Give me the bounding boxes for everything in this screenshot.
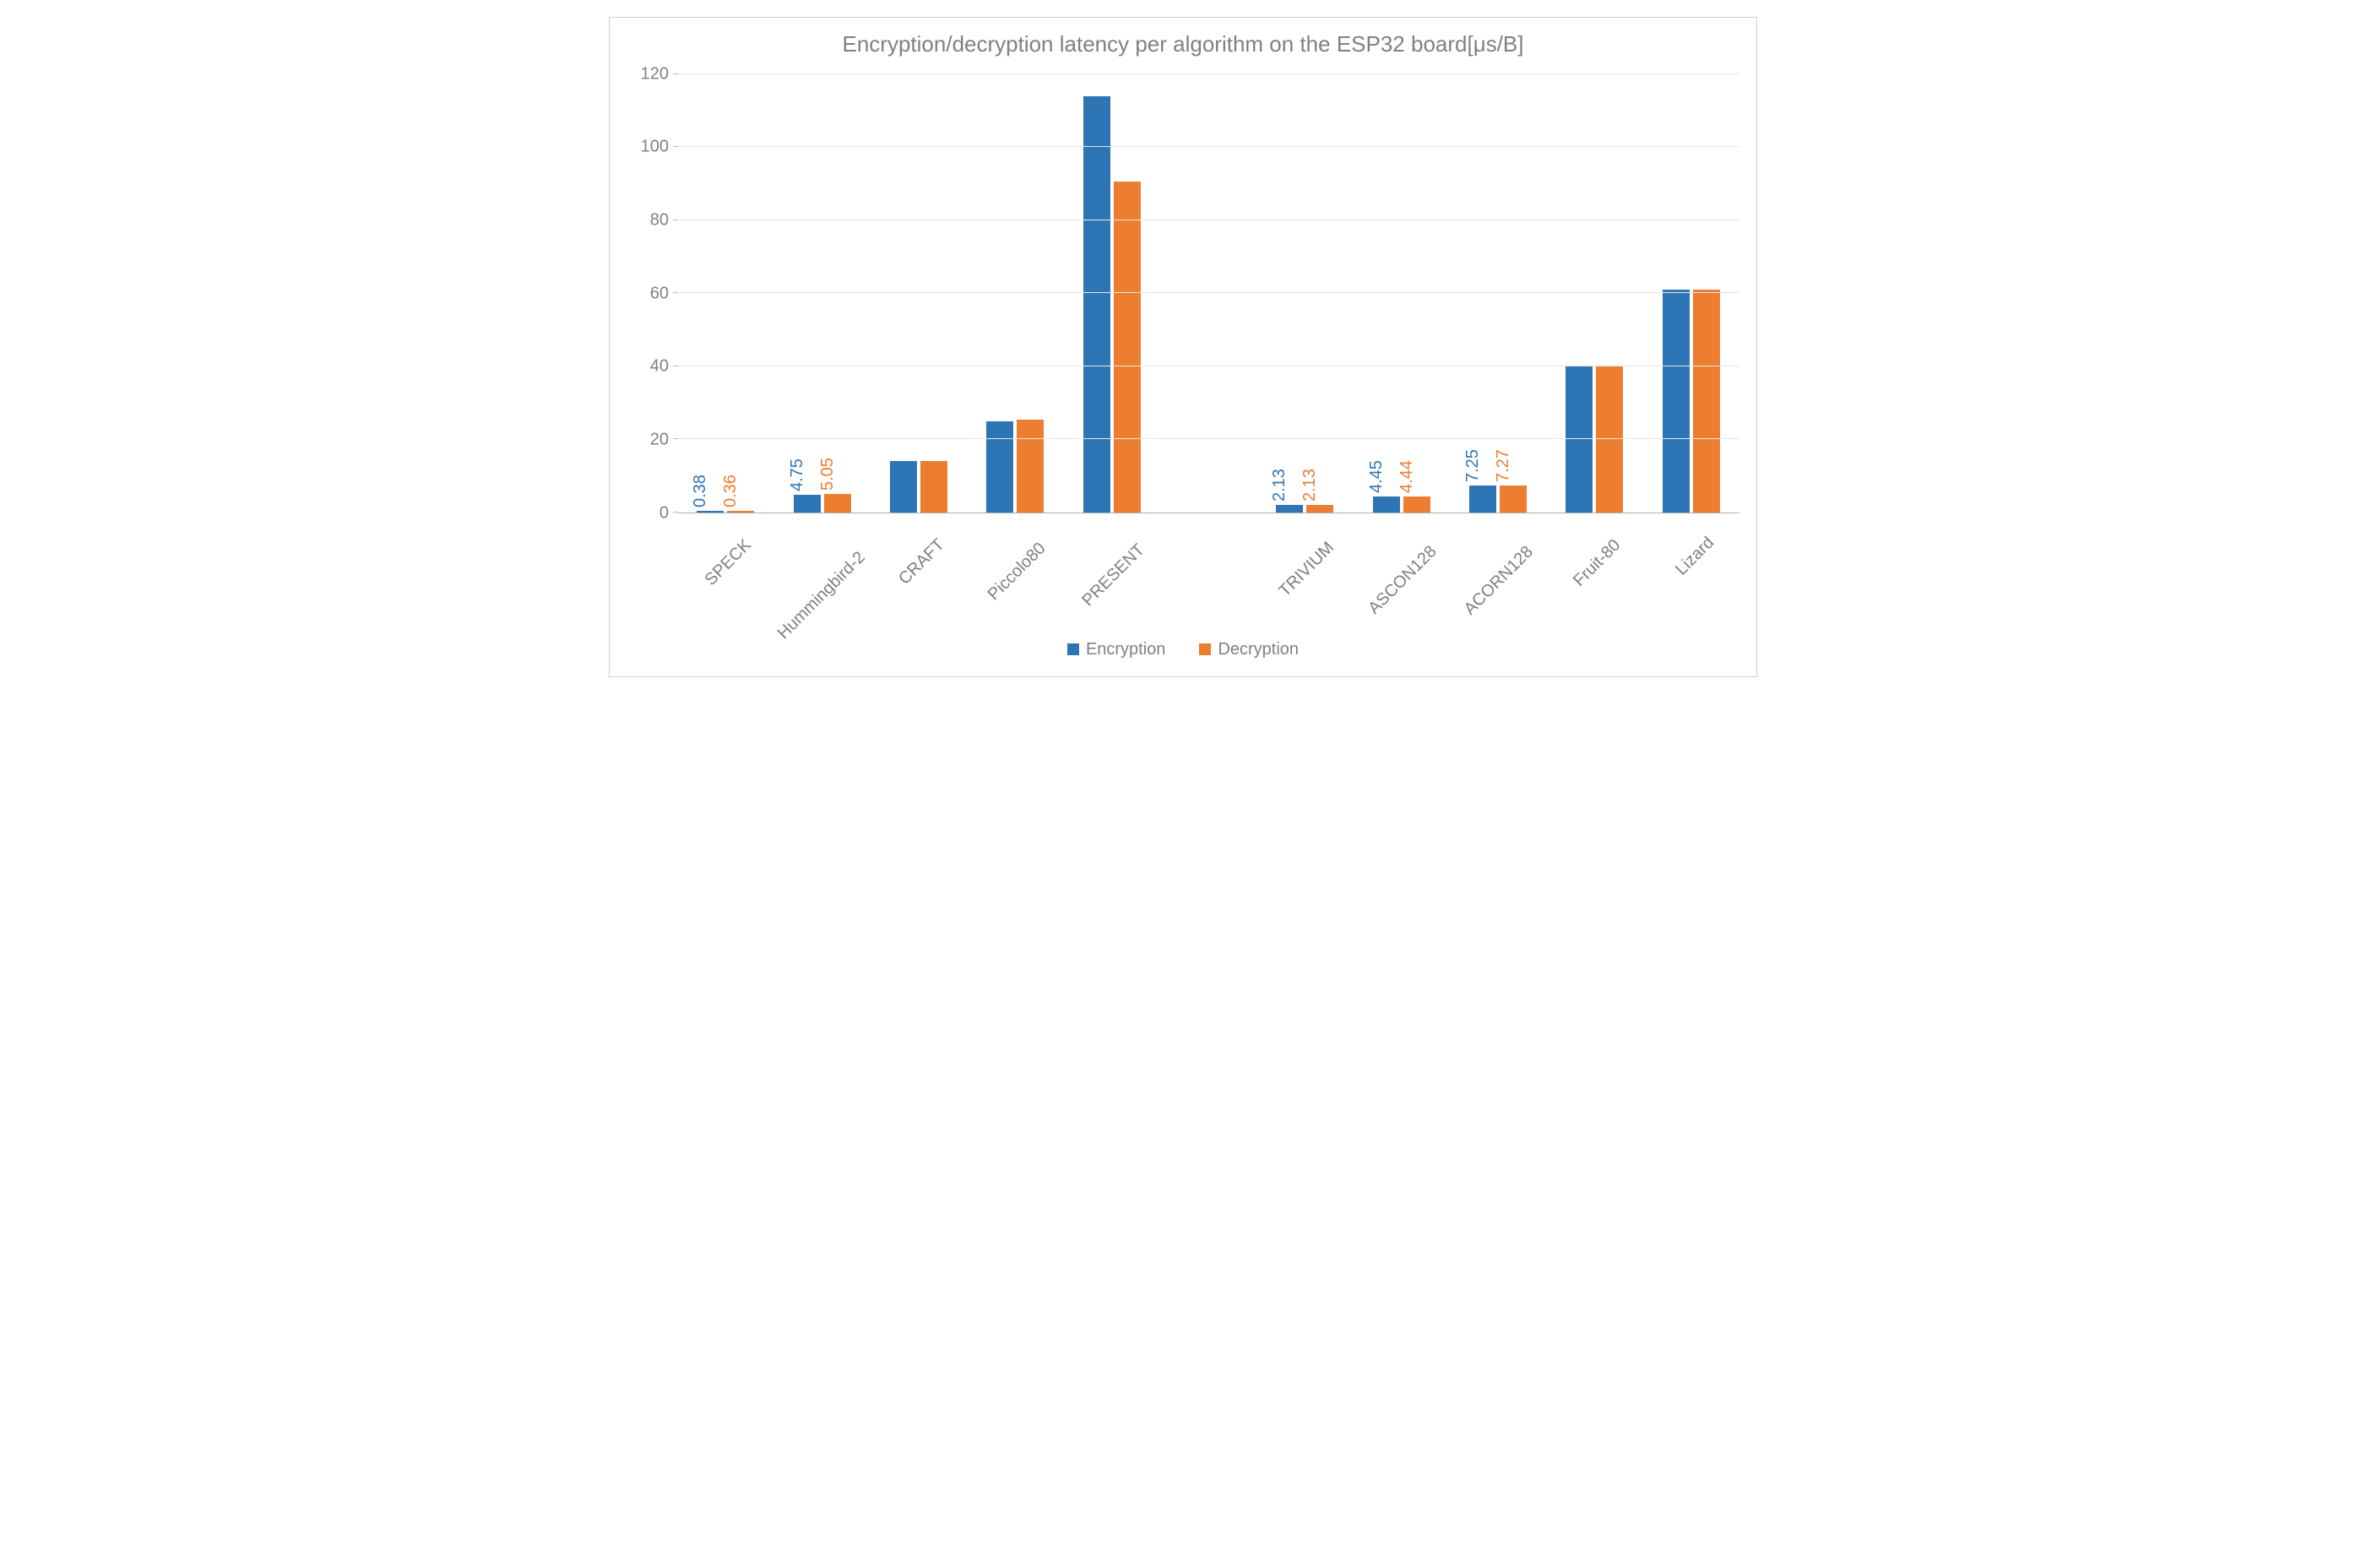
bar-data-label: 0.38 bbox=[691, 475, 710, 507]
bar-group: 0.380.36 bbox=[677, 74, 773, 513]
bar-encryption: 4.45 bbox=[1373, 496, 1400, 513]
bar-group bbox=[1160, 74, 1256, 513]
bar-encryption: 2.13 bbox=[1276, 505, 1303, 513]
y-tick-label: 100 bbox=[641, 138, 669, 157]
bar-decryption bbox=[920, 461, 947, 513]
x-label-wrap: Fruit-80 bbox=[1546, 513, 1642, 632]
x-axis-label: ASCON128 bbox=[1383, 524, 1459, 600]
x-label-wrap: ASCON128 bbox=[1354, 513, 1450, 632]
legend: Encryption Decryption bbox=[627, 640, 1739, 659]
y-tick-label: 40 bbox=[650, 357, 669, 377]
bar-decryption bbox=[1114, 182, 1141, 512]
x-axis-label: TRIVIUM bbox=[1290, 524, 1353, 586]
y-tick-label: 80 bbox=[650, 211, 669, 231]
legend-swatch-decryption bbox=[1199, 643, 1211, 655]
bar-data-label: 0.36 bbox=[721, 475, 741, 507]
y-tick-label: 20 bbox=[650, 431, 669, 450]
bar-encryption bbox=[890, 461, 917, 513]
legend-item-decryption: Decryption bbox=[1199, 640, 1299, 659]
y-tick-mark bbox=[673, 438, 677, 439]
x-label-wrap: SPECK bbox=[677, 513, 773, 632]
x-label-wrap: Lizard bbox=[1643, 513, 1739, 632]
x-label-wrap: Hummingbird-2 bbox=[773, 513, 870, 632]
y-tick-label: 60 bbox=[650, 284, 669, 303]
bar-encryption bbox=[986, 421, 1013, 513]
legend-item-encryption: Encryption bbox=[1067, 640, 1166, 659]
x-label-wrap: PRESENT bbox=[1063, 513, 1159, 632]
bar-group bbox=[967, 74, 1063, 513]
y-tick-mark bbox=[673, 292, 677, 293]
x-label-wrap: Piccolo80 bbox=[967, 513, 1063, 632]
chart-title: Encryption/decryption latency per algori… bbox=[627, 30, 1739, 59]
bar-encryption: 0.38 bbox=[697, 511, 724, 513]
bar-group: 4.454.44 bbox=[1354, 74, 1450, 513]
bar-data-label: 2.13 bbox=[1270, 469, 1289, 502]
y-tick-label: 0 bbox=[659, 503, 669, 523]
bar-decryption: 5.05 bbox=[824, 494, 851, 513]
bar-decryption: 2.13 bbox=[1306, 505, 1333, 513]
x-axis-label: Fruit-80 bbox=[1582, 524, 1637, 578]
x-axis-label: ACORN128 bbox=[1479, 524, 1556, 600]
bar-data-label: 4.45 bbox=[1367, 460, 1386, 493]
bar-decryption bbox=[1596, 366, 1623, 513]
bar-data-label: 4.75 bbox=[788, 458, 807, 491]
bar-encryption bbox=[1083, 96, 1110, 513]
bar-group bbox=[871, 74, 967, 513]
legend-swatch-encryption bbox=[1067, 643, 1079, 655]
plot-area: 020406080100120 0.380.364.755.052.132.13… bbox=[627, 74, 1739, 513]
bar-encryption bbox=[1663, 290, 1690, 513]
y-tick-mark bbox=[673, 146, 677, 147]
x-axis-label: Lizard bbox=[1681, 524, 1728, 570]
x-label-wrap: TRIVIUM bbox=[1256, 513, 1353, 632]
gridline bbox=[677, 73, 1739, 74]
x-axis-label: CRAFT bbox=[907, 524, 960, 577]
grid-area: 0.380.364.755.052.132.134.454.447.257.27 bbox=[677, 74, 1739, 513]
y-tick-mark bbox=[673, 73, 677, 74]
bar-group: 4.755.05 bbox=[773, 74, 870, 513]
bar-data-label: 2.13 bbox=[1300, 469, 1320, 502]
bar-group: 2.132.13 bbox=[1256, 74, 1353, 513]
bar-encryption bbox=[1566, 366, 1593, 513]
y-tick-mark bbox=[673, 512, 677, 513]
x-label-wrap: ACORN128 bbox=[1450, 513, 1546, 632]
bar-data-label: 5.05 bbox=[818, 458, 838, 491]
gridline bbox=[677, 292, 1739, 293]
bar-data-label: 7.25 bbox=[1463, 450, 1483, 483]
bar-decryption: 4.44 bbox=[1403, 496, 1430, 513]
x-axis-label: SPECK bbox=[714, 524, 768, 578]
bar-decryption bbox=[1017, 420, 1044, 512]
bar-encryption: 7.25 bbox=[1469, 486, 1496, 512]
bar-data-label: 7.27 bbox=[1494, 449, 1513, 482]
gridline bbox=[677, 146, 1739, 147]
bar-group bbox=[1643, 74, 1739, 513]
bar-group: 7.257.27 bbox=[1450, 74, 1546, 513]
x-axis-label: PRESENT bbox=[1095, 524, 1165, 594]
x-label-wrap: CRAFT bbox=[871, 513, 967, 632]
bars-layer: 0.380.364.755.052.132.134.454.447.257.27 bbox=[677, 74, 1739, 513]
legend-label-encryption: Encryption bbox=[1086, 640, 1166, 659]
gridline bbox=[677, 438, 1739, 439]
x-label-wrap bbox=[1160, 513, 1256, 632]
y-axis: 020406080100120 bbox=[627, 74, 677, 513]
bar-group bbox=[1063, 74, 1159, 513]
x-axis: SPECKHummingbird-2CRAFTPiccolo80PRESENTT… bbox=[677, 513, 1739, 632]
y-tick-label: 120 bbox=[641, 64, 669, 84]
bar-decryption: 0.36 bbox=[727, 511, 754, 513]
bar-decryption: 7.27 bbox=[1500, 486, 1527, 512]
chart-container: Encryption/decryption latency per algori… bbox=[609, 17, 1757, 677]
bar-decryption bbox=[1693, 290, 1720, 513]
bar-encryption: 4.75 bbox=[794, 495, 821, 513]
x-axis-label: Piccolo80 bbox=[1000, 524, 1066, 589]
legend-label-decryption: Decryption bbox=[1218, 640, 1299, 659]
bar-data-label: 4.44 bbox=[1397, 460, 1417, 493]
bar-group bbox=[1546, 74, 1642, 513]
